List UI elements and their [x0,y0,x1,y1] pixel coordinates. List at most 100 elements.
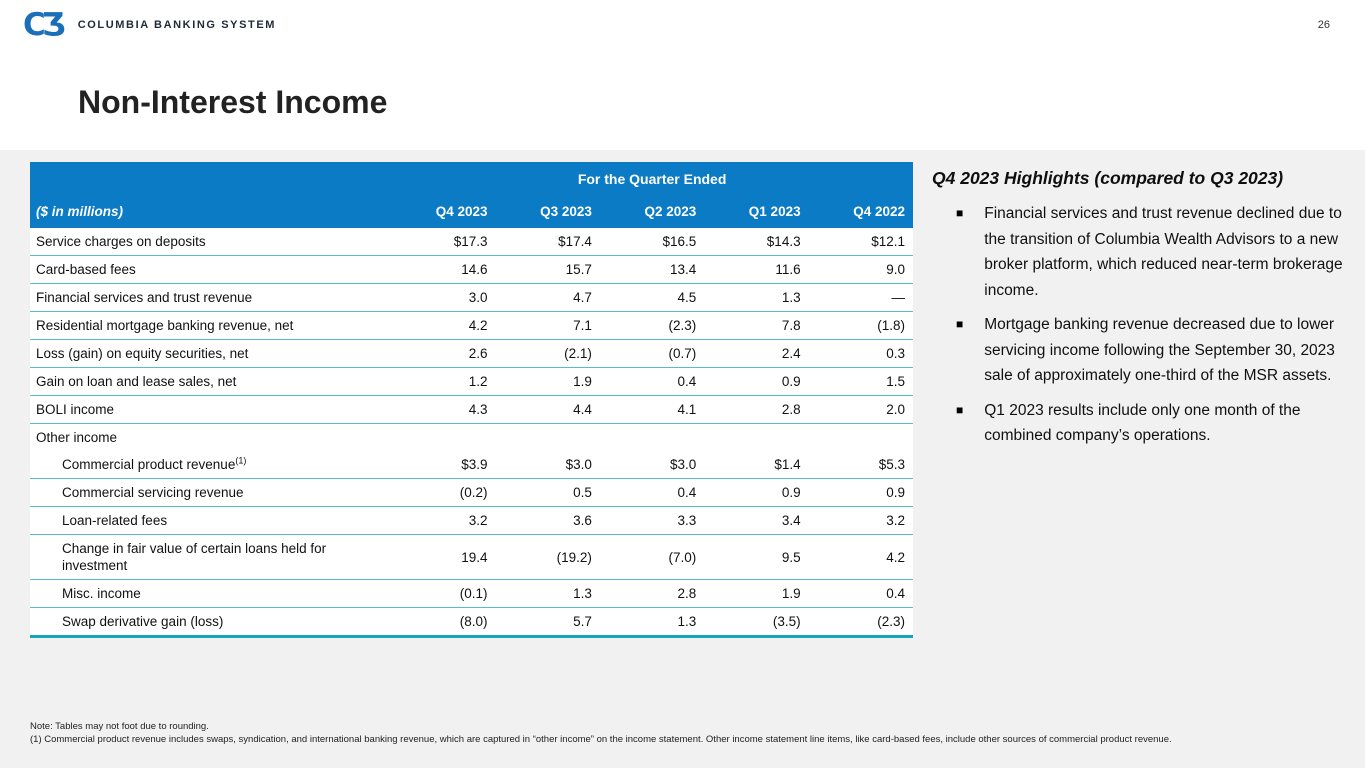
row-value: (0.7) [599,339,705,368]
highlight-text: Financial services and trust revenue dec… [984,205,1343,299]
row-label: Commercial servicing revenue [30,478,392,507]
row-label: Commercial product revenue(1) [30,451,392,479]
row-value: 0.5 [495,478,600,507]
table-header: For the Quarter Ended ($ in millions) Q4… [30,162,913,228]
row-label: Misc. income [30,579,392,608]
table-row: Card-based fees 14.6 15.7 13.4 11.6 9.0 [30,255,913,284]
row-label: Card-based fees [30,255,392,284]
footnotes: Note: Tables may not foot due to roundin… [30,720,1340,746]
company-name: COLUMBIA BANKING SYSTEM [77,19,277,31]
row-value: (19.2) [495,534,600,580]
table-column-header: Q2 2023 [599,195,705,228]
bullet-square-icon: ■ [956,317,964,331]
row-value: $1.4 [704,451,809,479]
row-value: 2.6 [391,339,496,368]
table-corner-cell [30,162,392,195]
content-area: For the Quarter Ended ($ in millions) Q4… [0,150,1365,768]
table-row: Misc. income (0.1) 1.3 2.8 1.9 0.4 [30,579,913,608]
row-value: 15.7 [495,255,600,284]
row-value: $14.3 [704,228,809,256]
row-value: 3.6 [495,506,600,535]
row-value: 11.6 [704,255,809,284]
table-column-header: Q4 2022 [808,195,913,228]
row-value: 1.5 [808,367,913,396]
table-row: Loan-related fees 3.2 3.6 3.3 3.4 3.2 [30,506,913,535]
row-label: Loan-related fees [30,506,392,535]
table-body: Service charges on deposits $17.3 $17.4 … [30,228,913,638]
footnote-marker: (1) [235,455,247,466]
row-value: (0.1) [391,579,496,608]
row-value: 0.9 [704,367,809,396]
table-column-header: Q3 2023 [495,195,600,228]
row-value: (8.0) [391,607,496,638]
row-value: $3.9 [391,451,496,479]
row-value: 2.8 [599,579,705,608]
table-row: Other income [30,423,913,451]
row-value: 4.7 [495,283,600,312]
row-value: 1.3 [495,579,600,608]
row-label: Loss (gain) on equity securities, net [30,339,392,368]
row-value: $17.3 [391,228,496,256]
row-value: 3.2 [391,506,496,535]
row-value: $3.0 [495,451,600,479]
table-column-header: Q4 2023 [391,195,496,228]
bullet-square-icon: ■ [956,402,964,417]
row-value [391,423,496,451]
row-value: (1.8) [808,311,913,340]
bullet-square-icon: ■ [956,206,964,220]
table-row: Commercial servicing revenue (0.2) 0.5 0… [30,478,913,507]
row-value: 1.2 [391,367,496,396]
company-logo-icon: CƷ [23,7,66,43]
row-value [704,423,809,451]
row-value: 0.9 [704,478,809,507]
row-value: 4.1 [599,395,705,424]
row-value: 0.4 [599,367,705,396]
row-value: $16.5 [599,228,705,256]
highlights-panel: Q4 2023 Highlights (compared to Q3 2023)… [932,168,1354,458]
row-value: 4.2 [808,534,913,580]
row-label: Residential mortgage banking revenue, ne… [30,311,392,340]
row-value: 7.1 [495,311,600,340]
table-row: BOLI income 4.3 4.4 4.1 2.8 2.0 [30,395,913,424]
row-value: 5.7 [495,607,600,638]
row-value: 0.3 [808,339,913,368]
row-label: Swap derivative gain (loss) [30,607,392,638]
table-span-header-row: For the Quarter Ended [30,162,913,195]
row-value: 4.3 [391,395,496,424]
table-row: Change in fair value of certain loans he… [30,534,913,580]
highlight-text: Mortgage banking revenue decreased due t… [984,316,1335,384]
highlights-list: ■ Financial services and trust revenue d… [932,201,1354,449]
row-value: — [808,283,913,312]
row-label: Change in fair value of certain loans he… [30,534,392,580]
row-value: 0.4 [808,579,913,608]
row-value: 1.9 [704,579,809,608]
footnote-1: (1) Commercial product revenue includes … [30,734,1172,745]
highlights-title: Q4 2023 Highlights (compared to Q3 2023) [932,168,1284,188]
row-value: 4.5 [599,283,705,312]
row-value: 3.4 [704,506,809,535]
table-row: Gain on loan and lease sales, net 1.2 1.… [30,367,913,396]
row-value: 1.9 [495,367,600,396]
row-value: 3.0 [391,283,496,312]
row-value: 19.4 [391,534,496,580]
highlight-bullet: ■ Q1 2023 results include only one month… [956,398,1354,449]
row-value: $17.4 [495,228,600,256]
footnote-note: Note: Tables may not foot due to roundin… [30,721,209,732]
row-value: $5.3 [808,451,913,479]
page-title: Non-Interest Income [78,84,388,120]
row-value: 3.3 [599,506,705,535]
row-value: 2.8 [704,395,809,424]
page-number: 26 [1317,19,1330,31]
row-value: (7.0) [599,534,705,580]
row-value: (2.1) [495,339,600,368]
row-label: BOLI income [30,395,392,424]
row-value: 9.5 [704,534,809,580]
row-value: $12.1 [808,228,913,256]
row-label: Service charges on deposits [30,228,392,256]
highlight-bullet: ■ Mortgage banking revenue decreased due… [956,312,1354,389]
highlight-bullet: ■ Financial services and trust revenue d… [956,201,1354,303]
table-unit-label: ($ in millions) [30,195,392,228]
highlight-text: Q1 2023 results include only one month o… [984,401,1301,445]
row-label: Gain on loan and lease sales, net [30,367,392,396]
